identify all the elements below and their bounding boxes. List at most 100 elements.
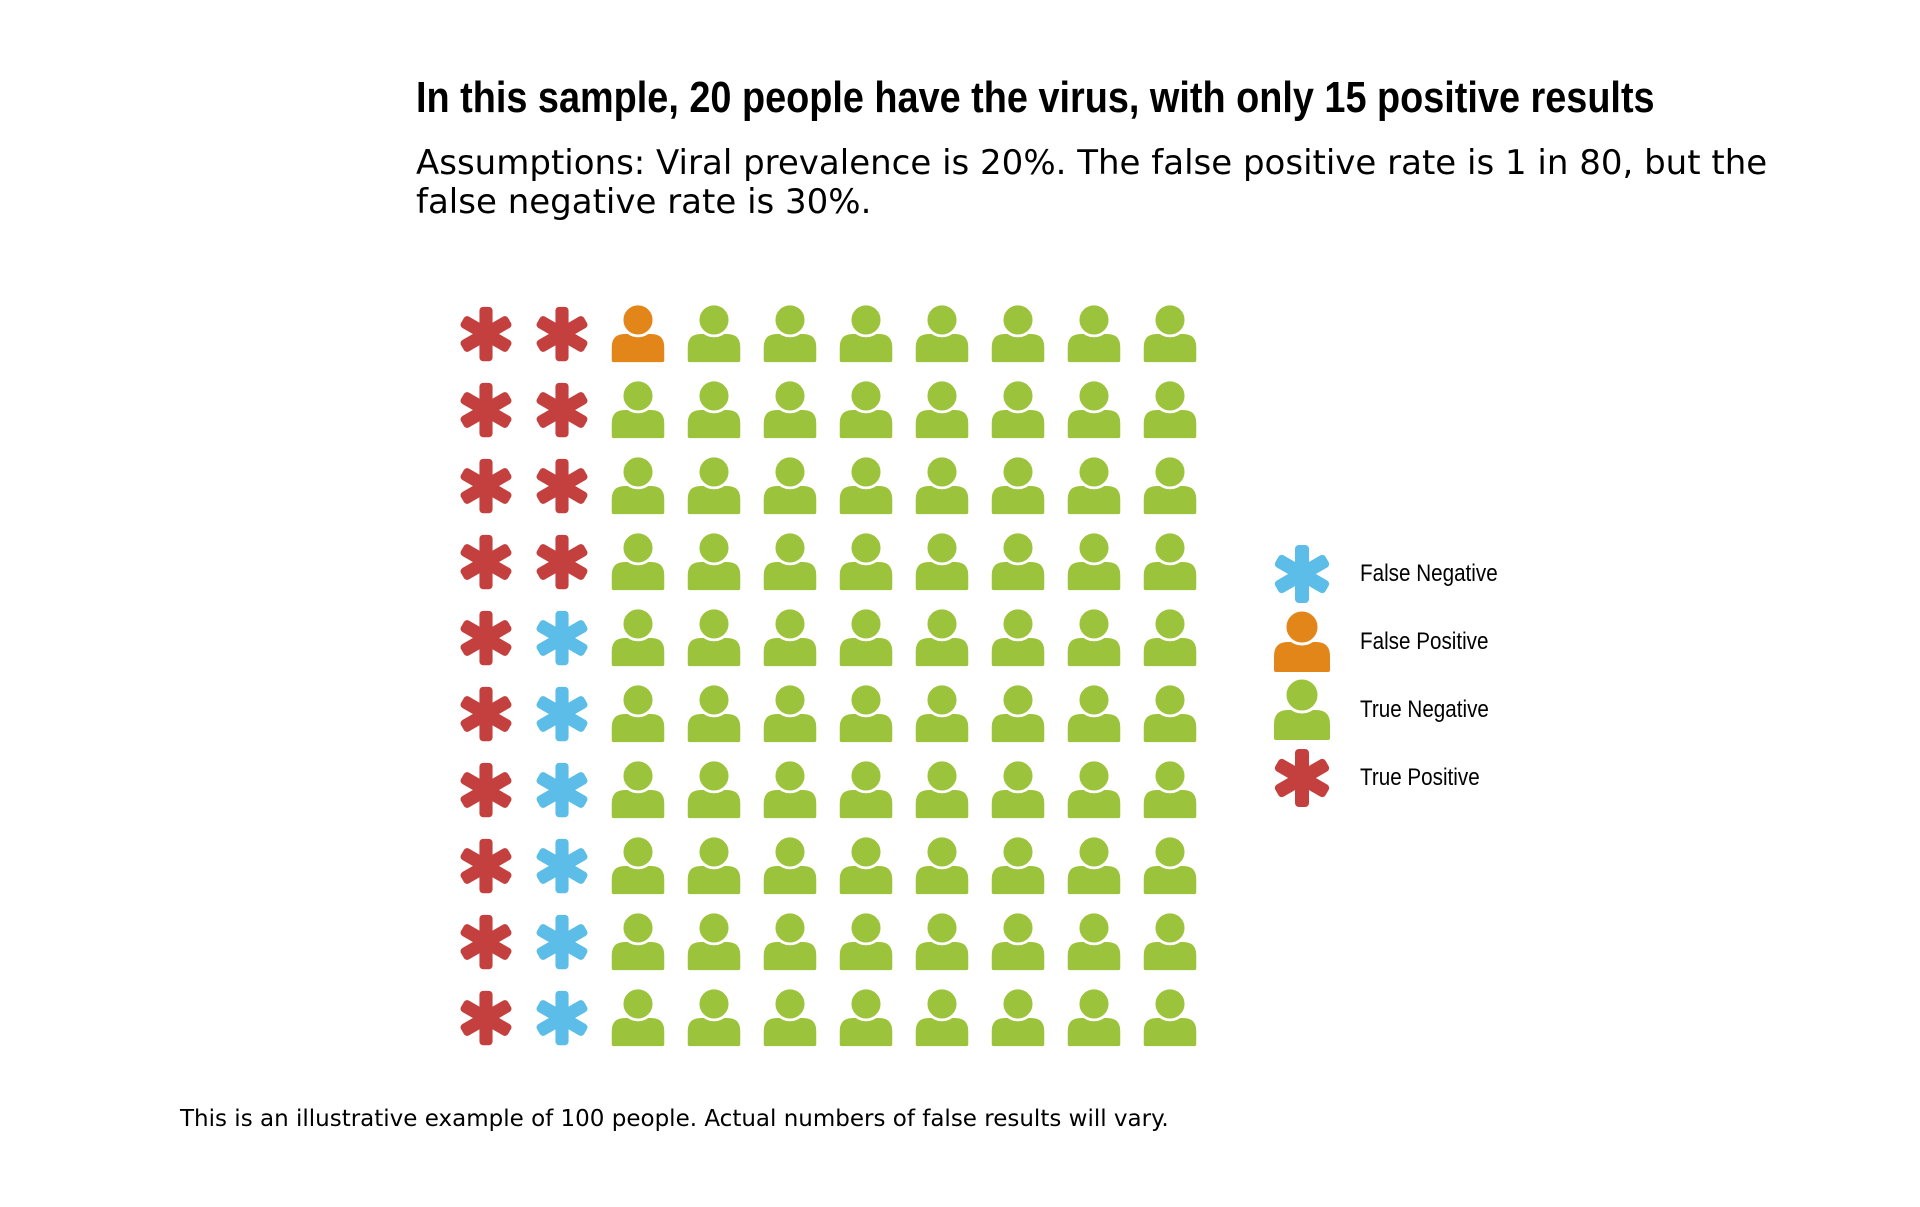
waffle-cell-true-negative — [1067, 758, 1121, 819]
waffle-cell-true-negative — [763, 758, 817, 819]
waffle-cell-true-positive — [536, 306, 588, 362]
waffle-cell-true-negative — [1143, 910, 1197, 971]
waffle-cell-true-negative — [611, 530, 665, 591]
legend-label: True Negative — [1360, 696, 1489, 723]
waffle-cell-false-positive — [611, 302, 665, 363]
waffle-cell-true-negative — [1143, 378, 1197, 439]
waffle-cell-true-negative — [1067, 302, 1121, 363]
waffle-cell-true-negative — [839, 910, 893, 971]
waffle-cell-true-negative — [915, 682, 969, 743]
waffle-cell-true-negative — [915, 986, 969, 1047]
waffle-cell-true-negative — [687, 682, 741, 743]
waffle-cell-true-negative — [611, 454, 665, 515]
legend-label: False Positive — [1360, 628, 1489, 655]
waffle-cell-true-positive — [460, 914, 512, 970]
waffle-cell-true-negative — [687, 986, 741, 1047]
waffle-cell-true-negative — [763, 910, 817, 971]
legend-item-true-positive: True Positive — [1270, 744, 1670, 812]
waffle-cell-true-positive — [536, 534, 588, 590]
waffle-cell-true-positive — [460, 610, 512, 666]
waffle-cell-true-negative — [763, 834, 817, 895]
waffle-cell-true-negative — [1143, 302, 1197, 363]
waffle-cell-true-negative — [687, 910, 741, 971]
waffle-chart — [460, 302, 1197, 1047]
waffle-cell-true-positive — [460, 990, 512, 1046]
waffle-cell-true-negative — [991, 986, 1045, 1047]
legend-item-false-positive: False Positive — [1270, 608, 1670, 676]
waffle-cell-true-negative — [915, 302, 969, 363]
waffle-cell-false-negative — [536, 838, 588, 894]
waffle-cell-false-negative — [536, 610, 588, 666]
waffle-cell-true-negative — [915, 378, 969, 439]
waffle-cell-true-negative — [763, 378, 817, 439]
waffle-cell-true-negative — [763, 530, 817, 591]
waffle-cell-true-negative — [687, 606, 741, 667]
asterisk-icon — [1274, 545, 1330, 603]
waffle-cell-true-negative — [1067, 530, 1121, 591]
waffle-cell-true-negative — [839, 302, 893, 363]
waffle-cell-true-positive — [460, 458, 512, 514]
waffle-cell-true-negative — [839, 530, 893, 591]
waffle-cell-true-negative — [1067, 834, 1121, 895]
legend: False Negative False Positive True Negativ… — [1270, 540, 1670, 812]
chart-subtitle: Assumptions: Viral prevalence is 20%. Th… — [416, 143, 1768, 222]
waffle-cell-true-negative — [611, 910, 665, 971]
waffle-cell-true-negative — [1067, 378, 1121, 439]
waffle-cell-false-negative — [536, 762, 588, 818]
waffle-cell-true-positive — [460, 838, 512, 894]
waffle-cell-true-negative — [611, 606, 665, 667]
waffle-cell-true-negative — [687, 454, 741, 515]
waffle-cell-true-positive — [460, 306, 512, 362]
waffle-cell-true-negative — [687, 530, 741, 591]
waffle-cell-false-negative — [536, 990, 588, 1046]
waffle-cell-true-negative — [991, 530, 1045, 591]
waffle-cell-true-negative — [991, 378, 1045, 439]
waffle-cell-true-negative — [915, 758, 969, 819]
waffle-cell-true-negative — [991, 834, 1045, 895]
waffle-cell-true-negative — [1143, 986, 1197, 1047]
waffle-cell-true-negative — [991, 682, 1045, 743]
waffle-cell-true-negative — [991, 758, 1045, 819]
legend-item-false-negative: False Negative — [1270, 540, 1670, 608]
waffle-cell-true-negative — [839, 986, 893, 1047]
waffle-cell-false-negative — [536, 686, 588, 742]
waffle-cell-true-negative — [611, 986, 665, 1047]
waffle-cell-true-negative — [915, 834, 969, 895]
waffle-cell-true-negative — [915, 530, 969, 591]
waffle-cell-true-negative — [915, 606, 969, 667]
waffle-cell-true-negative — [763, 606, 817, 667]
waffle-cell-true-negative — [611, 378, 665, 439]
waffle-cell-true-negative — [763, 986, 817, 1047]
waffle-cell-true-negative — [611, 682, 665, 743]
waffle-cell-true-negative — [1143, 834, 1197, 895]
chart-title: In this sample, 20 people have the virus… — [416, 73, 1655, 122]
waffle-cell-true-negative — [991, 302, 1045, 363]
waffle-cell-true-negative — [687, 378, 741, 439]
waffle-cell-true-negative — [991, 606, 1045, 667]
waffle-cell-true-negative — [915, 454, 969, 515]
waffle-cell-true-negative — [991, 454, 1045, 515]
waffle-cell-true-negative — [687, 834, 741, 895]
waffle-cell-true-negative — [839, 682, 893, 743]
waffle-cell-true-negative — [1067, 682, 1121, 743]
waffle-cell-true-positive — [460, 686, 512, 742]
legend-label: True Positive — [1360, 764, 1480, 791]
waffle-cell-true-negative — [1143, 454, 1197, 515]
waffle-cell-true-positive — [460, 534, 512, 590]
footnote: This is an illustrative example of 100 p… — [180, 1106, 1169, 1132]
legend-label: False Negative — [1360, 560, 1498, 587]
waffle-cell-true-negative — [915, 910, 969, 971]
waffle-cell-true-negative — [1143, 758, 1197, 819]
waffle-cell-true-negative — [1143, 606, 1197, 667]
waffle-cell-true-negative — [1143, 530, 1197, 591]
waffle-cell-true-negative — [763, 302, 817, 363]
waffle-cell-true-negative — [1067, 454, 1121, 515]
asterisk-icon — [1274, 749, 1330, 807]
waffle-cell-true-negative — [839, 758, 893, 819]
waffle-cell-true-positive — [536, 458, 588, 514]
waffle-cell-true-negative — [763, 454, 817, 515]
waffle-cell-true-negative — [839, 378, 893, 439]
waffle-cell-true-negative — [611, 758, 665, 819]
waffle-cell-false-negative — [536, 914, 588, 970]
waffle-cell-true-negative — [687, 758, 741, 819]
